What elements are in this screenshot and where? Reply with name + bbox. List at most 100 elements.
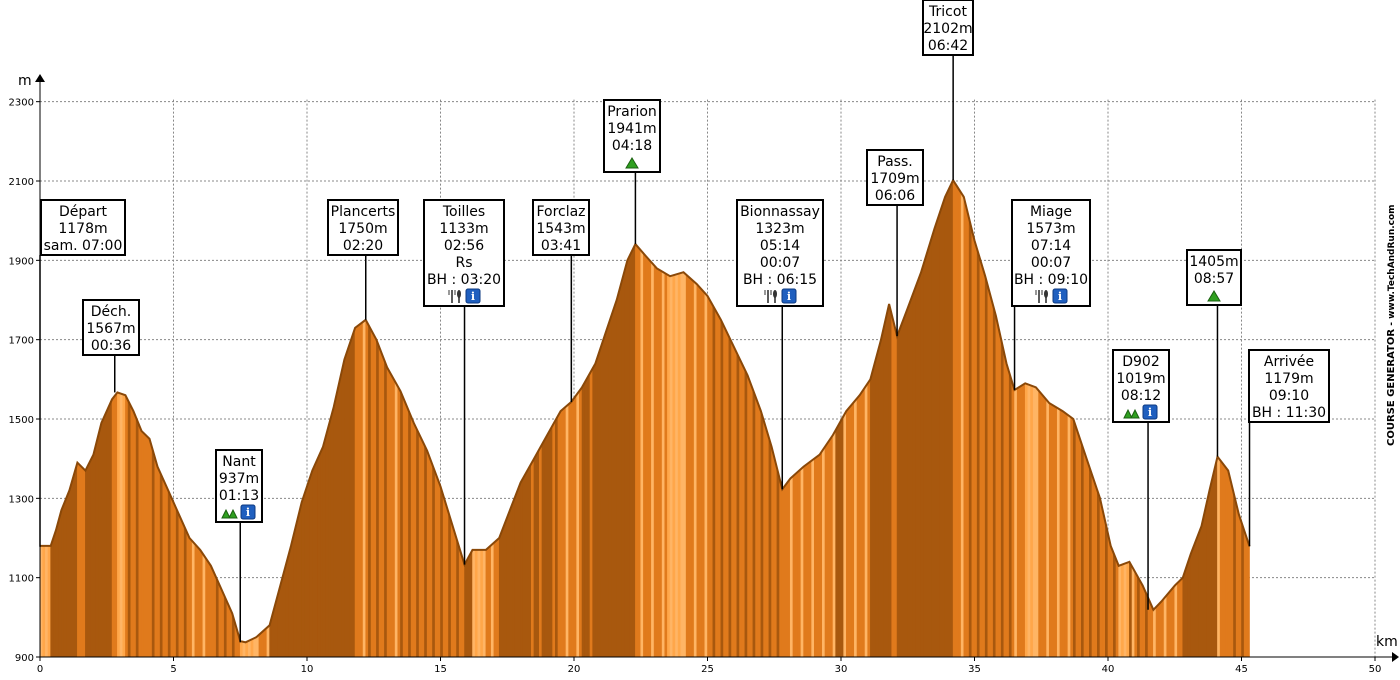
food-icon: [448, 290, 461, 303]
profile-band: [213, 571, 217, 658]
profile-band: [173, 502, 177, 658]
profile-band: [648, 258, 652, 658]
waypoint-box: [736, 199, 824, 307]
profile-band: [416, 428, 420, 658]
profile-band: [776, 467, 780, 658]
profile-band: [1139, 579, 1144, 658]
profile-band: [125, 395, 129, 658]
profile-band: [1051, 404, 1055, 658]
profile-band: [418, 433, 423, 658]
waypoint-label: 1543m: [536, 221, 585, 237]
profile-band: [883, 315, 887, 658]
profile-band: [506, 510, 511, 658]
profile-band: [1137, 574, 1141, 658]
profile-band: [119, 392, 124, 658]
profile-band: [530, 457, 535, 658]
profile-band: [1243, 530, 1248, 658]
profile-band: [1230, 481, 1234, 658]
profile-band: [354, 325, 359, 658]
profile-band: [386, 366, 391, 658]
profile-band: [285, 555, 289, 658]
x-tick-label: 5: [170, 664, 176, 675]
profile-band: [365, 319, 369, 658]
waypoint-label: Départ: [59, 204, 108, 220]
profile-band: [223, 595, 228, 658]
profile-band: [485, 546, 489, 658]
y-tick-label: 1100: [9, 574, 34, 585]
waypoint-label: 1178m: [58, 221, 107, 237]
profile-band: [907, 300, 911, 658]
profile-band: [843, 409, 847, 658]
profile-band: [304, 486, 308, 658]
profile-band: [458, 547, 463, 658]
profile-band: [546, 428, 551, 658]
profile-band: [402, 397, 407, 658]
profile-band: [429, 457, 433, 658]
profile-band: [520, 476, 524, 658]
profile-band: [819, 449, 823, 658]
waypoint-box: [40, 199, 126, 256]
profile-band: [669, 275, 674, 658]
profile-band: [1030, 384, 1034, 658]
waypoint-box: [423, 199, 505, 307]
profile-band: [862, 386, 866, 658]
profile-band: [247, 639, 252, 658]
profile-band: [979, 258, 983, 658]
waypoint-box: [1112, 349, 1170, 423]
profile-band: [928, 237, 933, 658]
profile-band: [811, 458, 815, 658]
waypoint-label: 1709m: [870, 171, 919, 187]
profile-band: [360, 321, 364, 658]
profile-band: [765, 428, 770, 658]
profile-band: [805, 462, 810, 658]
profile-band: [971, 229, 975, 658]
profile-band: [1195, 532, 1200, 658]
profile-band: [952, 179, 957, 658]
profile-band: [71, 471, 76, 658]
profile-band: [178, 514, 182, 658]
profile-band: [47, 545, 51, 658]
profile-band: [560, 408, 564, 658]
waypoint-label: 02:56: [444, 238, 484, 254]
waypoint-box: [532, 199, 590, 256]
profile-band: [1038, 389, 1042, 658]
profile-band: [312, 464, 316, 658]
profile-band: [723, 325, 727, 658]
profile-band: [1059, 408, 1063, 658]
profile-band: [680, 271, 684, 658]
y-tick-label: 2100: [9, 177, 34, 188]
profile-band: [1211, 467, 1216, 658]
profile-band: [1123, 562, 1127, 658]
profile-band: [130, 405, 134, 658]
profile-band: [143, 432, 148, 658]
y-tick-label: 1900: [9, 256, 34, 267]
waypoint-label: Tricot: [928, 4, 967, 20]
profile-band: [362, 319, 367, 658]
profile-band: [202, 552, 206, 658]
profile-band: [480, 549, 484, 658]
profile-band: [613, 299, 618, 658]
profile-band: [549, 424, 553, 658]
profile-band: [63, 496, 67, 658]
x-tick-label: 45: [1235, 664, 1248, 675]
waypoint-label: BH : 09:10: [1014, 272, 1088, 288]
profile-band: [344, 351, 348, 658]
waypoint-label: BH : 03:20: [427, 272, 501, 288]
profile-band: [352, 327, 356, 658]
profile-band: [408, 410, 412, 658]
info-icon: i: [465, 288, 481, 304]
waypoint-label: D902: [1122, 354, 1160, 370]
waypoint-label: Arrivée: [1264, 354, 1314, 370]
profile-band: [261, 629, 265, 658]
profile-band: [1222, 462, 1226, 658]
profile-band: [266, 624, 270, 658]
profile-band: [258, 631, 262, 658]
profile-band: [632, 243, 636, 658]
profile-band: [1163, 594, 1168, 658]
profile-band: [1219, 459, 1224, 658]
profile-band: [85, 465, 89, 658]
